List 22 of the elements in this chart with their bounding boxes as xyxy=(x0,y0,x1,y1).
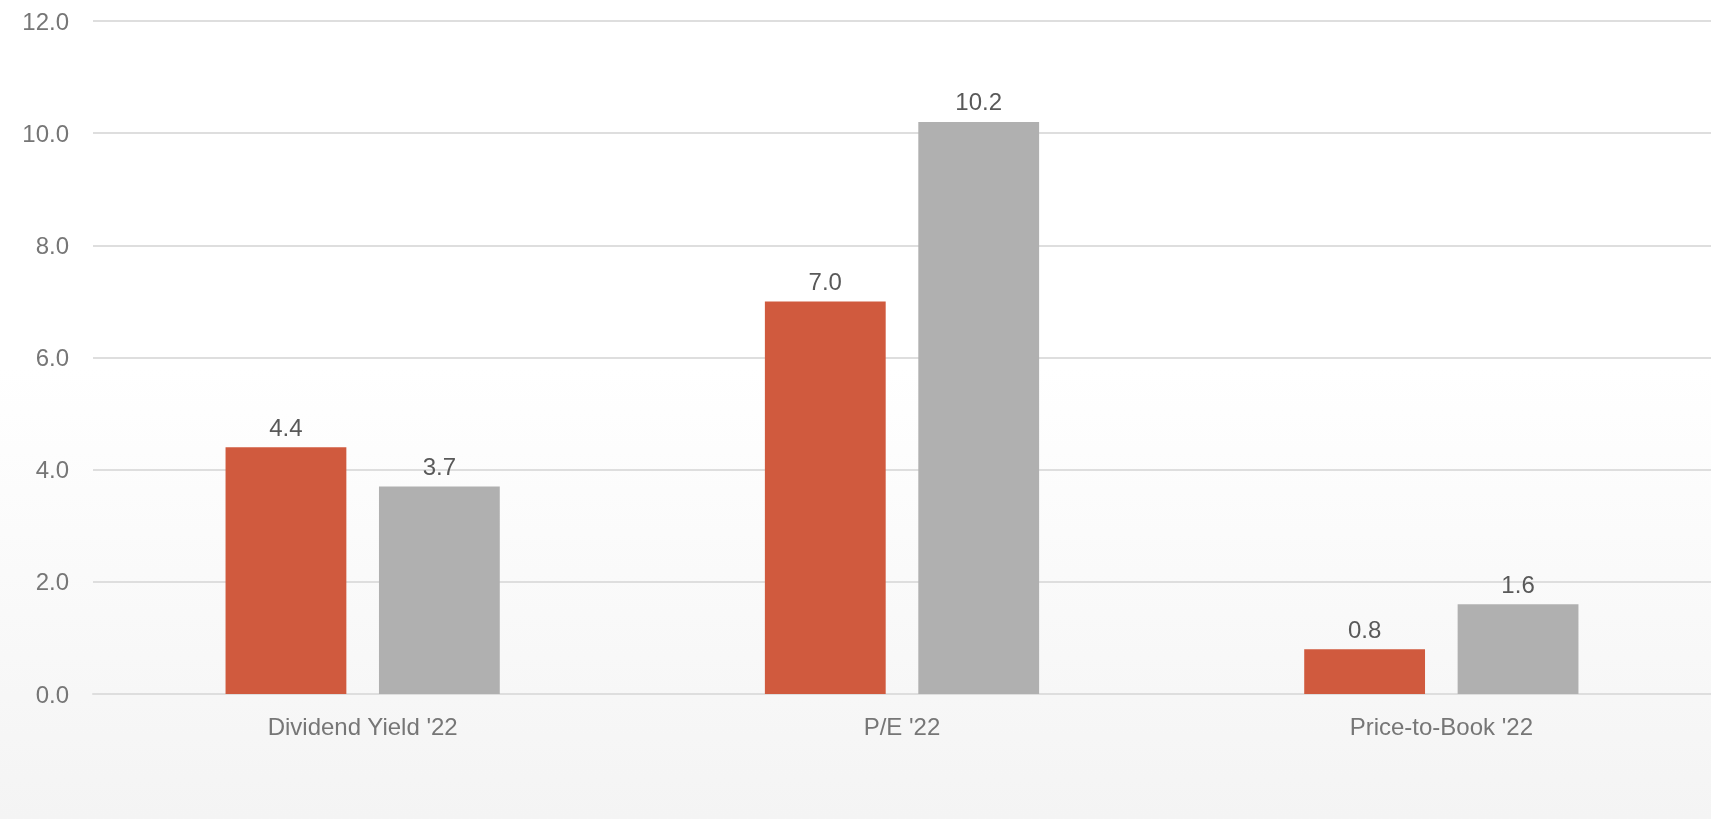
y-tick-label: 0.0 xyxy=(35,680,69,708)
bar xyxy=(764,301,886,694)
y-tick-label: 2.0 xyxy=(35,568,69,596)
x-tick-label: Dividend Yield '22 xyxy=(267,712,458,740)
data-label: 10.2 xyxy=(955,88,1003,116)
bar xyxy=(1304,649,1426,694)
bar xyxy=(1457,604,1579,694)
y-tick-label: 10.0 xyxy=(22,119,69,147)
bar xyxy=(918,121,1040,694)
data-label: 1.6 xyxy=(1501,570,1535,598)
x-tick-label: P/E '22 xyxy=(863,712,941,740)
data-label: 7.0 xyxy=(808,267,842,295)
y-tick-label: 8.0 xyxy=(35,231,69,259)
y-tick-label: 4.0 xyxy=(35,456,69,484)
x-tick-label: Price-to-Book '22 xyxy=(1349,712,1533,740)
bar xyxy=(225,447,347,694)
bar xyxy=(378,486,500,694)
y-tick-label: 6.0 xyxy=(35,344,69,371)
y-tick-label: 12.0 xyxy=(22,7,69,35)
data-label: 0.8 xyxy=(1347,615,1382,643)
data-label: 4.4 xyxy=(269,413,303,441)
data-label: 3.7 xyxy=(422,452,457,480)
